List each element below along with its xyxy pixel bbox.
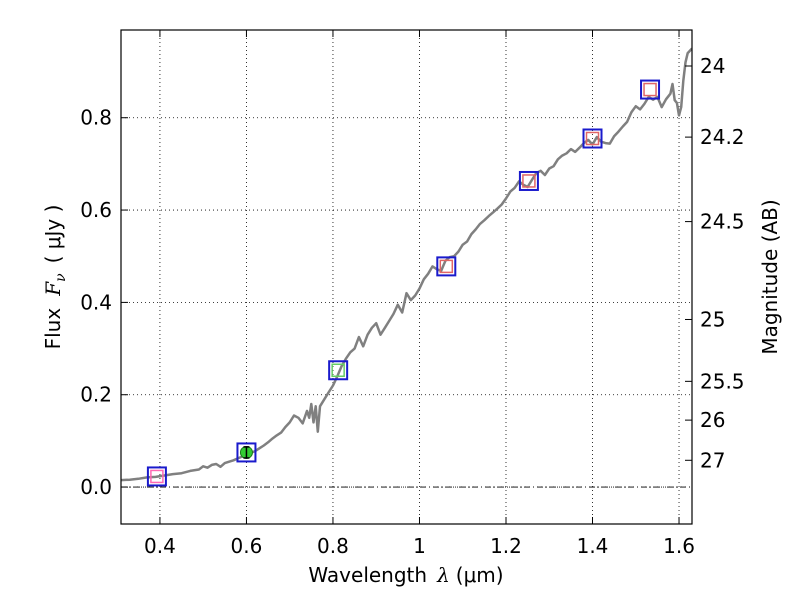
x-tick-label: 0.8 <box>317 534 349 558</box>
mag-tick-label: 25.5 <box>700 369 745 393</box>
x-tick-label: 1.2 <box>490 534 522 558</box>
photometry-square <box>582 128 603 149</box>
x-axis-label-unit: (μm) <box>456 563 504 587</box>
model-photometry-square <box>439 259 454 274</box>
photometry-square <box>328 360 349 381</box>
x-axis-label-symbol: λ <box>436 563 450 587</box>
y-axis-label-subscript: ν <box>53 273 69 282</box>
model-photometry-square <box>150 469 164 484</box>
y-tick-label: 0.4 <box>80 290 112 314</box>
axis-ticks: 0.4 0.6 0.8 1 1.2 1.4 1.6 0.0 0.2 0.4 0.6 0.8 24 24.2… <box>80 30 745 558</box>
y-axis-label: Flux Fν ( μJy ) <box>41 205 69 350</box>
photometry-square <box>436 256 457 277</box>
y2-axis-label: Magnitude (AB) <box>758 199 782 354</box>
plot-frame <box>120 29 693 525</box>
photometry-square <box>518 170 539 191</box>
grid-lines <box>121 30 692 524</box>
y-axis-label-prefix: Flux <box>41 308 65 350</box>
model-photometry-square <box>643 82 657 97</box>
x-tick-label: 0.6 <box>231 534 263 558</box>
model-photometry-square <box>522 174 536 188</box>
mag-tick-label: 24.5 <box>700 210 745 234</box>
mag-tick-label: 27 <box>700 448 725 472</box>
model-photometry-square <box>331 363 345 378</box>
mag-tick-label: 24.2 <box>700 125 745 149</box>
y-tick-label: 0.2 <box>80 383 112 407</box>
x-tick-label: 1.4 <box>577 534 609 558</box>
y-tick-label: 0.6 <box>80 198 112 222</box>
mag-tick-label: 25 <box>700 307 725 331</box>
y-tick-label: 0.8 <box>80 106 112 130</box>
x-tick-label: 0.4 <box>144 534 176 558</box>
model-photometry-square <box>585 131 600 146</box>
x-axis-label-prefix: Wavelength <box>308 563 427 587</box>
x-tick-label: 1 <box>413 534 426 558</box>
photometry-square <box>146 466 167 487</box>
photometry-points <box>146 79 661 487</box>
photometry-square <box>236 442 257 463</box>
x-tick-label: 1.6 <box>663 534 695 558</box>
y-tick-label: 0.0 <box>80 475 112 499</box>
mag-tick-label: 26 <box>700 408 725 432</box>
sed-spectrum-line <box>121 47 692 482</box>
y-axis-label-unit: ( μJy ) <box>41 205 65 264</box>
y-axis-label-symbol: F <box>41 281 65 297</box>
mag-tick-label: 24 <box>700 54 725 78</box>
photometry-square <box>640 79 661 100</box>
x-axis-label: Wavelength λ (μm) <box>308 563 503 587</box>
